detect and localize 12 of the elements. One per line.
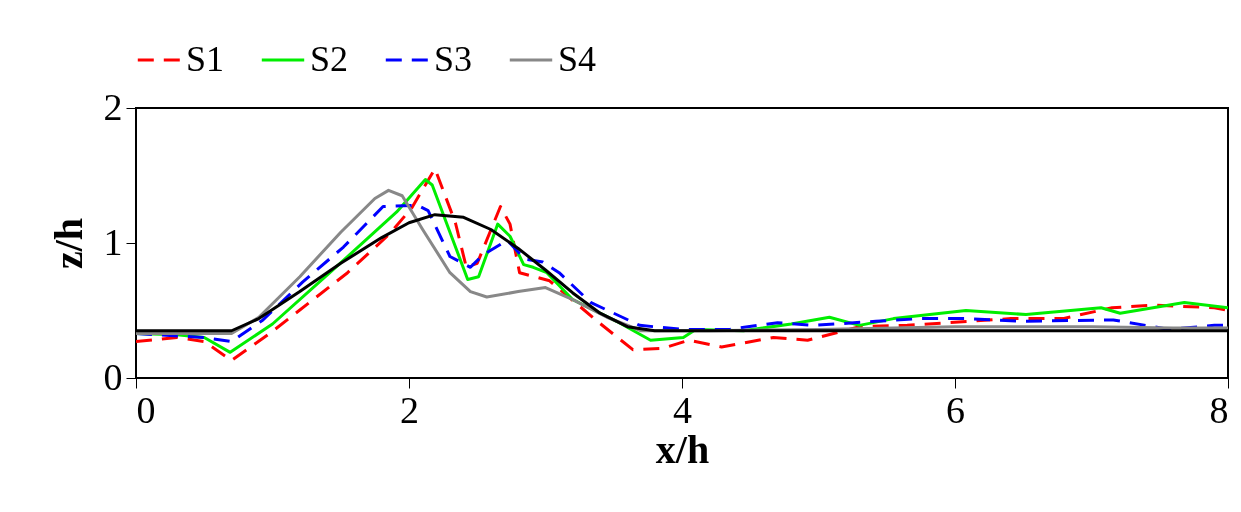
y-axis-title: z/h [45,217,91,270]
x-tick-label: 8 [1209,388,1229,431]
legend-label: S2 [310,39,349,79]
x-tick-label: 0 [136,388,156,431]
y-tick-label: 0 [103,355,123,398]
legend-label: S3 [434,39,473,79]
x-tick-label: 6 [946,388,965,431]
legend-label: S4 [558,39,597,79]
x-tick-label: 2 [400,388,419,431]
legend-label: S1 [186,39,225,79]
y-tick-label: 1 [103,220,123,263]
y-tick-label: 2 [103,85,123,128]
